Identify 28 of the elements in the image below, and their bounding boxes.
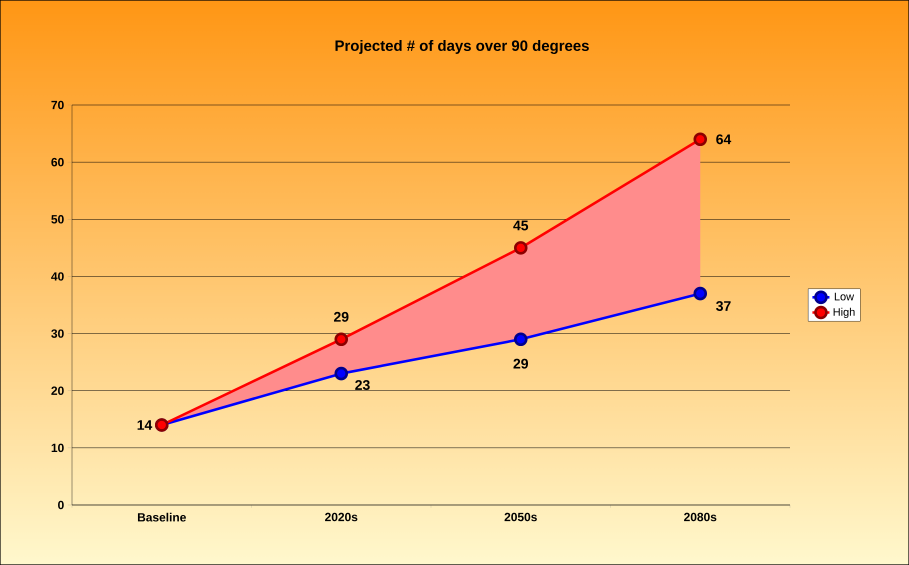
y-tick-label: 40 [51, 272, 64, 281]
y-tick-label: 60 [51, 158, 64, 166]
y-tick-label: 20 [51, 386, 64, 395]
x-tick-label: 2020s [325, 512, 358, 522]
legend-label: Low [834, 292, 854, 300]
data-label: 45 [513, 220, 528, 230]
x-tick-label: 2080s [684, 512, 716, 522]
data-label: 64 [716, 134, 732, 144]
point [334, 332, 348, 346]
data-label: 23 [355, 380, 370, 390]
data-label: 14 [138, 420, 152, 430]
y-tick-label: 0 [58, 500, 64, 510]
point [334, 366, 348, 380]
point [693, 132, 708, 146]
point [514, 332, 528, 346]
y-tick-label: 50 [51, 215, 64, 224]
data-label: 29 [513, 358, 528, 369]
legend-label: High [834, 308, 855, 318]
point [514, 241, 528, 255]
point [693, 286, 708, 300]
x-tick-label: Baseline [138, 512, 186, 522]
data-label: 29 [334, 312, 348, 322]
y-tick-label: 70 [51, 100, 64, 110]
y-tick-label: 30 [51, 329, 64, 338]
x-tick-label: 2050s [504, 512, 537, 522]
y-tick-label: 10 [52, 444, 64, 452]
data-label: 37 [716, 301, 731, 311]
chart-title: Projected # of days over 90 degrees [336, 40, 589, 54]
